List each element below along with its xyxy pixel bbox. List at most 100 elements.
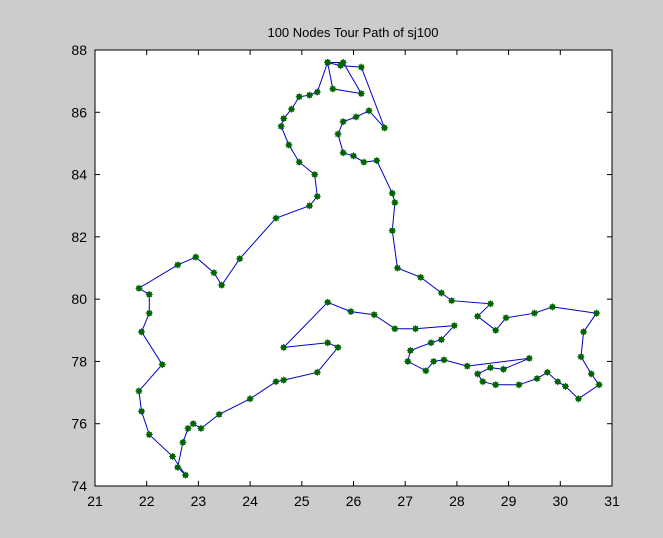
node-marker	[530, 309, 538, 317]
node-marker	[285, 141, 293, 149]
node-marker	[210, 269, 218, 277]
node-marker	[347, 308, 355, 316]
node-marker	[280, 376, 288, 384]
node-marker	[339, 118, 347, 126]
node-marker	[280, 115, 288, 123]
node-marker	[306, 202, 314, 210]
node-marker	[533, 375, 541, 383]
node-marker	[184, 424, 192, 432]
node-marker	[313, 88, 321, 96]
x-tick-label: 29	[501, 493, 517, 509]
node-marker	[365, 107, 373, 115]
node-marker	[391, 199, 399, 207]
axis-ticks: 21 22 23 24 25 26 27 28 29 30 31 74 76 78 80 82 84 86 88	[71, 42, 620, 509]
node-marker	[158, 361, 166, 369]
x-tick-label: 23	[191, 493, 207, 509]
node-marker	[381, 124, 389, 132]
node-marker	[179, 438, 187, 446]
node-marker	[430, 357, 438, 365]
x-tick-label: 24	[242, 493, 258, 509]
node-marker	[391, 325, 399, 333]
node-marker	[492, 381, 500, 389]
node-marker	[138, 328, 146, 336]
node-marker	[135, 284, 143, 292]
node-marker	[595, 381, 603, 389]
y-tick-label: 76	[71, 416, 87, 432]
plot-area	[95, 50, 612, 486]
x-tick-label: 27	[397, 493, 413, 509]
node-marker	[189, 420, 197, 428]
node-marker	[360, 158, 368, 166]
node-marker	[463, 362, 471, 370]
node-marker	[487, 364, 495, 372]
node-marker	[373, 157, 381, 165]
x-tick-label: 21	[87, 493, 103, 509]
node-marker	[313, 192, 321, 200]
node-marker-layer	[135, 58, 603, 479]
node-marker	[417, 273, 425, 281]
node-marker	[135, 387, 143, 395]
node-marker	[554, 378, 562, 386]
node-marker	[587, 370, 595, 378]
node-marker	[280, 343, 288, 351]
node-marker	[427, 339, 435, 347]
node-marker	[324, 298, 332, 306]
node-marker	[277, 122, 285, 130]
node-marker	[525, 354, 533, 362]
node-marker	[440, 356, 448, 364]
node-marker	[406, 347, 414, 355]
node-marker	[174, 463, 182, 471]
node-marker	[574, 395, 582, 403]
node-marker	[218, 281, 226, 289]
node-marker	[295, 93, 303, 101]
node-marker	[580, 328, 588, 336]
node-marker	[393, 264, 401, 272]
chart-title: 100 Nodes Tour Path of sj100	[267, 25, 438, 40]
node-marker	[334, 130, 342, 138]
node-marker	[448, 297, 456, 305]
y-tick-label: 88	[71, 42, 87, 58]
x-tick-label: 22	[139, 493, 155, 509]
y-tick-label: 84	[71, 167, 87, 183]
node-marker	[543, 368, 551, 376]
node-marker	[138, 407, 146, 415]
node-marker	[313, 368, 321, 376]
x-tick-label: 25	[294, 493, 310, 509]
node-marker	[404, 357, 412, 365]
node-marker	[437, 336, 445, 344]
node-marker	[422, 367, 430, 375]
node-marker	[487, 300, 495, 308]
y-tick-label: 80	[71, 291, 87, 307]
node-marker	[324, 339, 332, 347]
node-marker	[549, 303, 557, 311]
node-marker	[197, 424, 205, 432]
x-tick-label: 28	[449, 493, 465, 509]
node-marker	[311, 171, 319, 179]
node-marker	[577, 353, 585, 361]
node-marker	[515, 381, 523, 389]
x-tick-label: 26	[346, 493, 362, 509]
x-tick-label: 30	[553, 493, 569, 509]
node-marker	[306, 91, 314, 99]
node-marker	[388, 189, 396, 197]
node-marker	[329, 85, 337, 93]
node-marker	[295, 158, 303, 166]
node-marker	[272, 214, 280, 222]
y-tick-label: 74	[71, 478, 87, 494]
node-marker	[236, 255, 244, 263]
node-marker	[334, 343, 342, 351]
node-marker	[174, 261, 182, 269]
node-marker	[215, 410, 223, 418]
node-marker	[352, 113, 360, 121]
node-marker	[181, 471, 189, 479]
node-marker	[388, 227, 396, 235]
node-marker	[412, 325, 420, 333]
node-marker	[272, 378, 280, 386]
y-tick-label: 82	[71, 229, 87, 245]
node-marker	[192, 253, 200, 261]
node-marker	[474, 312, 482, 320]
node-marker	[339, 58, 347, 66]
node-marker	[479, 378, 487, 386]
node-marker	[492, 326, 500, 334]
